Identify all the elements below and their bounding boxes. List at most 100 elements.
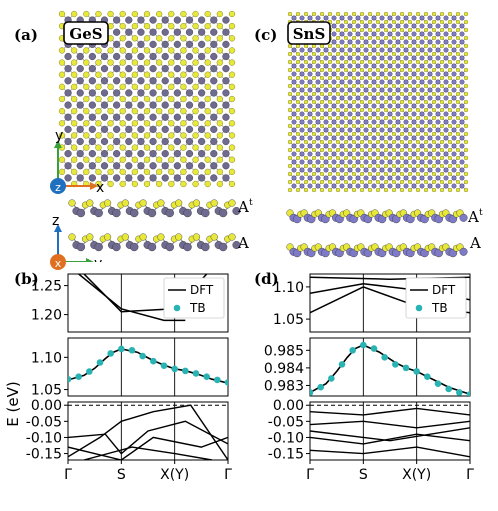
metal-atom: [137, 113, 145, 121]
sulfur-atom: [423, 155, 429, 161]
sulfur-atom: [319, 75, 325, 81]
metal-atom: [339, 143, 345, 149]
metal-atom: [198, 174, 206, 182]
sulfur-atom: [327, 171, 333, 177]
sulfur-atom: [423, 123, 429, 129]
metal-atom: [395, 39, 401, 45]
sulfur-atom: [204, 10, 211, 18]
sulfur-atom: [107, 59, 114, 66]
sulfur-atom: [228, 132, 236, 139]
metal-atom: [183, 208, 192, 218]
sulfur-atom: [359, 43, 365, 49]
sulfur-atom: [204, 168, 211, 175]
sulfur-atom: [319, 67, 325, 73]
metal-atom: [459, 159, 465, 165]
sulfur-atom: [327, 155, 333, 161]
sulfur-atom: [367, 51, 373, 57]
metal-atom: [149, 137, 157, 146]
metal-atom: [222, 89, 230, 97]
sulfur-atom: [295, 91, 301, 97]
metal-atom: [222, 113, 230, 121]
sulfur-atom: [343, 19, 349, 25]
metal-atom: [371, 23, 377, 29]
sulfur-atom: [463, 91, 469, 97]
sulfur-atom: [228, 120, 236, 127]
metal-atom: [88, 174, 96, 182]
sulfur-atom: [415, 91, 421, 97]
sulfur-atom: [71, 120, 78, 127]
axis-frame-1: [309, 337, 471, 397]
metal-atom: [125, 89, 133, 97]
sulfur-atom: [83, 108, 90, 115]
metal-atom: [411, 31, 417, 37]
metal-atom: [427, 47, 433, 53]
metal-atom: [88, 65, 96, 73]
sulfur-atom: [143, 59, 151, 66]
sulfur-atom: [119, 95, 126, 103]
metal-atom: [307, 151, 313, 157]
metal-atom: [459, 167, 465, 173]
metal-atom: [173, 52, 181, 61]
metal-atom: [371, 183, 377, 189]
metal-atom: [459, 111, 465, 117]
sulfur-atom: [423, 75, 429, 81]
sulfur-atom: [156, 35, 163, 42]
metal-atom: [323, 71, 329, 77]
metal-atom: [411, 143, 417, 149]
metal-atom: [339, 183, 345, 189]
sulfur-atom: [463, 155, 469, 161]
metal-atom: [435, 119, 441, 125]
sulfur-atom: [156, 10, 163, 18]
sulfur-atom: [407, 19, 413, 25]
sulfur-atom: [455, 179, 461, 185]
metal-atom: [427, 95, 433, 101]
sulfur-atom: [121, 233, 129, 241]
metal-atom: [291, 143, 297, 149]
sulfur-atom: [175, 199, 183, 207]
metal-atom: [403, 47, 409, 53]
sulfur-atom: [391, 139, 397, 145]
sulfur-atom: [143, 83, 151, 90]
sulfur-atom: [143, 35, 151, 42]
sulfur-atom: [192, 132, 199, 139]
sulfur-atom: [343, 83, 349, 89]
metal-atom: [355, 47, 361, 53]
sulfur-atom: [407, 51, 413, 57]
sulfur-atom: [119, 47, 126, 54]
metal-atom: [419, 23, 425, 29]
sulfur-atom: [431, 59, 437, 65]
sulfur-atom: [343, 107, 349, 113]
sulfur-atom: [204, 156, 211, 163]
sulfur-atom: [431, 35, 437, 41]
metal-atom: [403, 103, 409, 109]
sulfur-atom: [58, 71, 66, 78]
sulfur-atom: [204, 95, 211, 103]
sulfur-atom: [423, 27, 429, 33]
sulfur-atom: [86, 233, 94, 241]
metal-atom: [459, 119, 465, 125]
sulfur-atom: [343, 115, 349, 121]
sulfur-atom: [131, 168, 138, 175]
metal-atom: [315, 135, 321, 141]
metal-atom: [347, 47, 353, 53]
sulfur-atom: [192, 59, 199, 66]
metal-atom: [299, 103, 305, 109]
axis-label-y-side: y: [94, 256, 102, 262]
metal-atom: [395, 79, 401, 85]
metal-atom: [419, 103, 425, 109]
sulfur-atom: [327, 43, 333, 49]
metal-atom: [427, 167, 433, 173]
sulfur-atom: [351, 27, 357, 33]
axis-frame-0: [309, 273, 471, 333]
sulfur-atom: [439, 11, 445, 17]
sulfur-atom: [95, 10, 102, 18]
sulfur-atom: [375, 11, 381, 17]
metal-atom: [323, 119, 329, 125]
metal-atom: [451, 175, 457, 181]
sulfur-atom: [311, 147, 317, 153]
metal-atom: [419, 183, 425, 189]
sulfur-atom: [327, 11, 333, 17]
metal-atom: [411, 55, 417, 61]
metal-atom: [137, 137, 145, 146]
metal-atom: [149, 52, 157, 61]
